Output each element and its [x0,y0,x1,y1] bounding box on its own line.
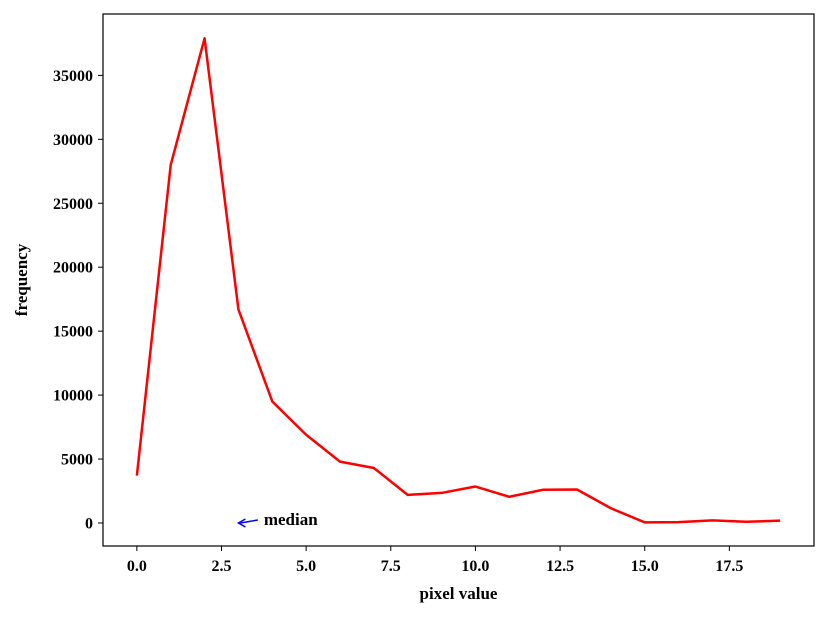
x-axis-ticks: 0.0 2.5 5.0 7.5 10.0 12.5 15.0 17.5 [127,546,743,575]
series-layer [135,37,781,524]
y-tick-label: 0 [85,515,93,532]
annotation-arrow-shaft [240,519,258,524]
x-tick-label: 5.0 [296,558,316,575]
x-tick-label: 7.5 [381,558,401,575]
annotation-layer: median [236,510,318,529]
y-tick-label: 35000 [53,68,93,85]
x-axis-label: pixel value [420,584,498,603]
x-tick-label: 0.0 [127,558,147,575]
y-tick-label: 25000 [53,196,93,213]
annotation-label: median [264,510,318,529]
y-tick-label: 20000 [53,260,93,277]
axes-frame [102,13,815,547]
x-tick-label: 10.0 [461,558,489,575]
y-axis-label: frequency [12,243,31,316]
y-tick-label: 10000 [53,388,93,405]
y-tick-label: 30000 [53,132,93,149]
series-line-0 [135,37,781,524]
x-tick-label: 17.5 [715,558,743,575]
annotation-arrow-head [236,518,246,528]
y-tick-label: 5000 [61,452,93,469]
y-axis-ticks: 0 5000 10000 15000 20000 25000 30000 35000 [53,68,103,532]
x-tick-label: 12.5 [546,558,574,575]
x-tick-label: 2.5 [212,558,232,575]
y-tick-label: 15000 [53,324,93,341]
plot-area-border [102,13,815,547]
x-tick-label: 15.0 [631,558,659,575]
